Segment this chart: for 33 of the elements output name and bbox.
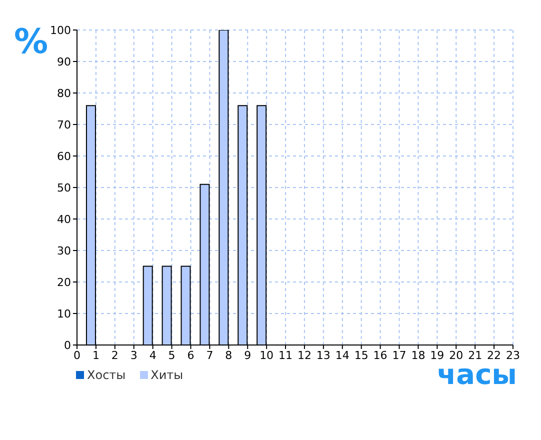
x-tick-label: 17 [392,348,406,362]
y-tick-label: 10 [57,307,71,320]
x-tick-label: 0 [74,348,80,362]
y-tick-label: 70 [57,118,71,132]
x-tick-label: 5 [168,348,176,362]
y-tick-label: 20 [57,276,71,289]
y-tick-label: 100 [50,24,71,37]
y-tick-label: 60 [57,150,71,163]
x-tick-label: 14 [335,348,350,362]
x-tick-label: 2 [111,348,118,362]
y-tick-label: 30 [57,244,71,258]
x-tick-label: 11 [278,348,293,362]
x-tick-label: 16 [373,348,388,362]
y-axis-title: % [14,22,48,62]
y-tick-label: 90 [57,55,71,68]
x-tick-label: 15 [354,348,368,362]
x-tick-label: 9 [244,348,252,362]
y-tick-label: 50 [57,181,71,194]
y-tick-label: 0 [64,338,71,352]
legend-label: Хиты [150,368,184,382]
x-tick-label: 3 [130,348,138,362]
x-tick-label: 1 [92,348,100,362]
legend-label: Хосты [87,368,126,382]
x-tick-label: 18 [411,348,426,362]
x-tick-label: 7 [206,348,214,362]
x-tick-label: 6 [187,348,194,362]
y-tick-label: 40 [57,212,71,226]
x-tick-label: 10 [260,348,274,362]
x-tick-label: 8 [225,348,232,362]
y-tick-label: 80 [57,86,71,100]
x-tick-label: 13 [316,348,330,362]
x-tick-label: 12 [297,348,312,362]
x-tick-label: 4 [149,348,156,362]
